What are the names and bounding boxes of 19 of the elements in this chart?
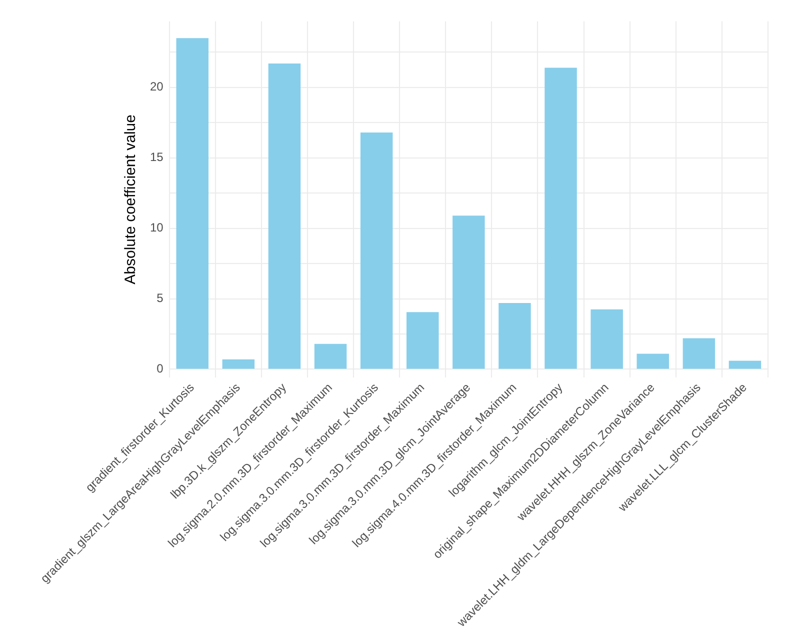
y-tick-label: 20: [150, 80, 164, 94]
bar: [314, 344, 347, 369]
bar: [682, 338, 716, 369]
bar: [452, 216, 485, 369]
bar: [406, 312, 439, 369]
bar: [590, 309, 623, 369]
bar: [176, 38, 208, 369]
bar: [636, 354, 669, 369]
y-tick-label: 5: [156, 291, 164, 306]
bar: [498, 303, 531, 369]
bar: [544, 68, 577, 369]
y-tick-label: 15: [150, 150, 164, 164]
y-tick-label: 0: [156, 362, 164, 376]
y-axis-title: Absolute coefficient value: [122, 114, 140, 284]
bar: [268, 63, 301, 369]
bar: [222, 359, 255, 369]
bar: [728, 360, 762, 369]
y-tick-label: 10: [150, 220, 164, 235]
bar: [360, 132, 393, 369]
